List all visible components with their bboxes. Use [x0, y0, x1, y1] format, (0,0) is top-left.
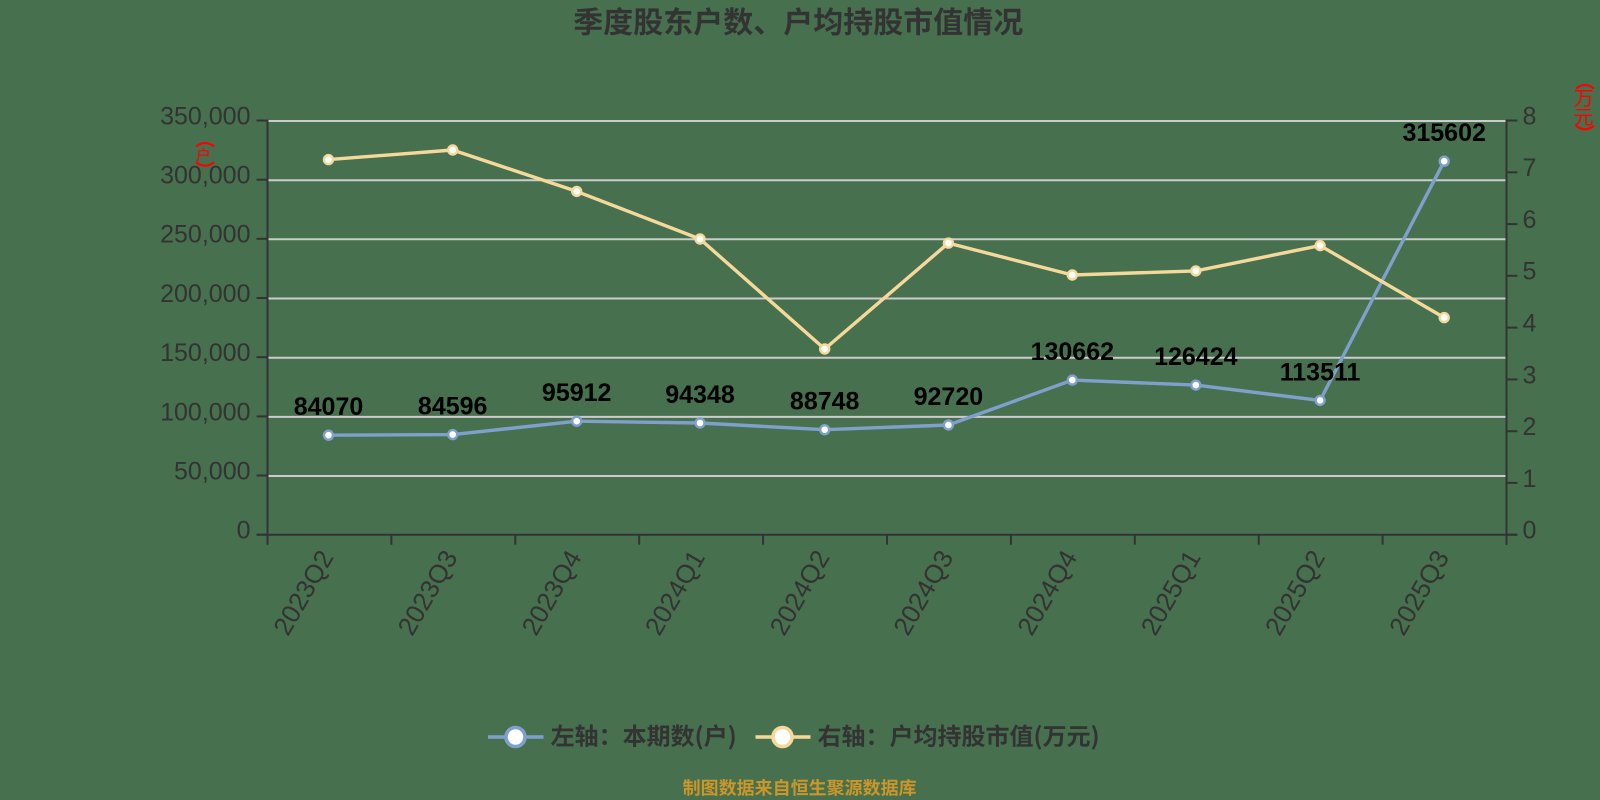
svg-text:250,000: 250,000 [160, 221, 250, 249]
svg-text:1: 1 [1523, 465, 1537, 493]
svg-text:100,000: 100,000 [160, 398, 250, 426]
svg-text:4: 4 [1523, 310, 1537, 338]
svg-text:150,000: 150,000 [160, 339, 250, 367]
svg-text:7: 7 [1523, 154, 1537, 182]
svg-text:315602: 315602 [1402, 119, 1485, 147]
svg-text:0: 0 [1523, 517, 1537, 545]
svg-text:94348: 94348 [665, 381, 735, 409]
svg-text:130662: 130662 [1031, 338, 1114, 366]
svg-text:95912: 95912 [542, 379, 612, 407]
svg-text:8: 8 [1523, 102, 1537, 130]
svg-text:92720: 92720 [914, 383, 984, 411]
svg-text:50,000: 50,000 [174, 457, 250, 485]
svg-text:84596: 84596 [418, 393, 488, 421]
svg-text:5: 5 [1523, 258, 1537, 286]
svg-text:6: 6 [1523, 206, 1537, 234]
svg-text:113511: 113511 [1280, 358, 1361, 386]
svg-text:126424: 126424 [1154, 343, 1238, 371]
svg-text:0: 0 [237, 517, 251, 545]
svg-text:88748: 88748 [790, 388, 860, 416]
svg-text:350,000: 350,000 [160, 102, 250, 130]
svg-text:200,000: 200,000 [160, 280, 250, 308]
svg-text:84070: 84070 [294, 393, 364, 421]
svg-text:3: 3 [1523, 361, 1537, 389]
svg-text:2: 2 [1523, 413, 1537, 441]
